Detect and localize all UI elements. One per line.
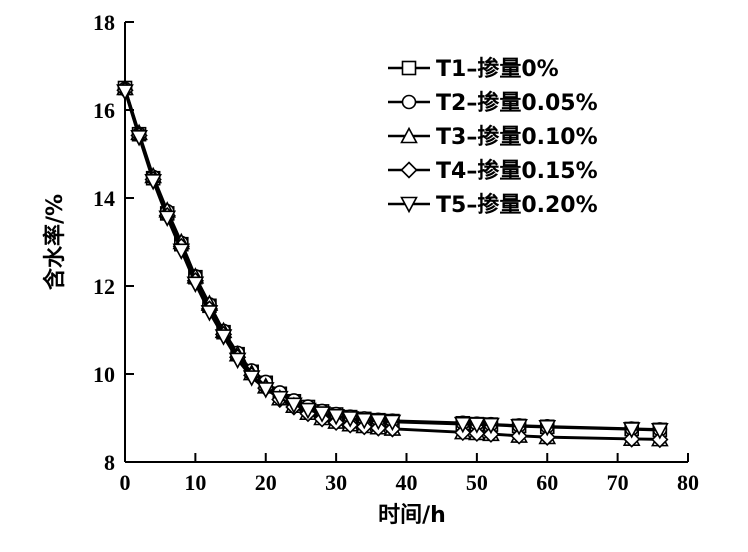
x-tick-label: 60: [536, 470, 558, 495]
legend-label: T1–掺量0%: [436, 56, 559, 82]
data-point: [482, 417, 500, 435]
data-point: [242, 370, 261, 387]
data-point: [144, 173, 162, 191]
data-point: [327, 408, 345, 426]
data-point: [158, 210, 177, 227]
legend-item: T3–掺量0.10%: [388, 124, 598, 150]
legend-marker: [400, 161, 418, 179]
data-point: [130, 129, 148, 147]
legend: T1–掺量0% T2–掺量0.05% T3–掺量0.10% T4–掺量0.15% T5–…: [388, 56, 598, 218]
data-point: [651, 430, 669, 449]
x-ticks: 0 10 20 30 40 50 60 70 80: [120, 453, 699, 495]
legend-item: T5–掺量0.20%: [388, 192, 598, 218]
series-group: [116, 78, 669, 449]
legend-marker: [400, 126, 418, 144]
legend-item: T2–掺量0.05%: [388, 90, 598, 116]
data-point: [383, 414, 402, 432]
legend-marker: [400, 196, 418, 214]
data-point: [341, 411, 360, 428]
x-tick-label: 50: [466, 470, 488, 495]
legend-label: T2–掺量0.05%: [436, 90, 598, 116]
data-point: [651, 423, 669, 440]
data-point: [200, 305, 219, 322]
data-point: [468, 417, 486, 434]
legend-label: T5–掺量0.20%: [436, 192, 598, 218]
y-tick-label: 18: [93, 10, 115, 35]
data-point: [453, 416, 472, 434]
x-tick-label: 40: [396, 470, 418, 495]
legend-item: T1–掺量0%: [388, 56, 559, 82]
data-point: [313, 406, 331, 423]
legend-label: T3–掺量0.10%: [436, 124, 598, 150]
legend-marker: [401, 60, 417, 76]
y-tick-label: 12: [93, 274, 115, 299]
x-tick-label: 0: [120, 470, 131, 495]
x-tick-label: 80: [677, 470, 699, 495]
data-point: [510, 419, 528, 436]
axes: [124, 22, 688, 463]
legend-label: T4–掺量0.15%: [436, 158, 598, 184]
data-point: [622, 422, 641, 439]
legend-marker: [401, 94, 417, 110]
data-point: [482, 425, 500, 443]
data-point: [186, 276, 205, 293]
data-point: [355, 412, 374, 430]
x-axis-title: 时间/h: [378, 503, 446, 528]
legend-item: T4–掺量0.15%: [388, 158, 598, 184]
data-point: [285, 397, 303, 414]
y-tick-label: 14: [93, 186, 115, 211]
data-point: [256, 382, 275, 399]
data-point: [214, 329, 233, 346]
y-axis-title: 含水率/%: [42, 194, 68, 290]
data-point: [228, 352, 247, 370]
data-point: [538, 419, 557, 437]
y-ticks: 8 10 12 14 16 18: [93, 10, 134, 475]
x-tick-label: 10: [184, 470, 206, 495]
x-tick-label: 20: [255, 470, 277, 495]
y-tick-label: 16: [93, 98, 115, 123]
data-point: [299, 402, 317, 420]
data-point: [116, 84, 134, 101]
data-point: [270, 390, 289, 408]
series-5: [116, 84, 669, 440]
x-tick-label: 70: [607, 470, 629, 495]
y-tick-label: 8: [104, 450, 115, 475]
data-point: [172, 243, 191, 260]
data-point: [369, 413, 388, 431]
y-tick-label: 10: [93, 362, 115, 387]
data-point: [510, 427, 528, 445]
data-point: [538, 428, 556, 446]
data-point: [623, 430, 641, 448]
x-tick-label: 30: [325, 470, 347, 495]
